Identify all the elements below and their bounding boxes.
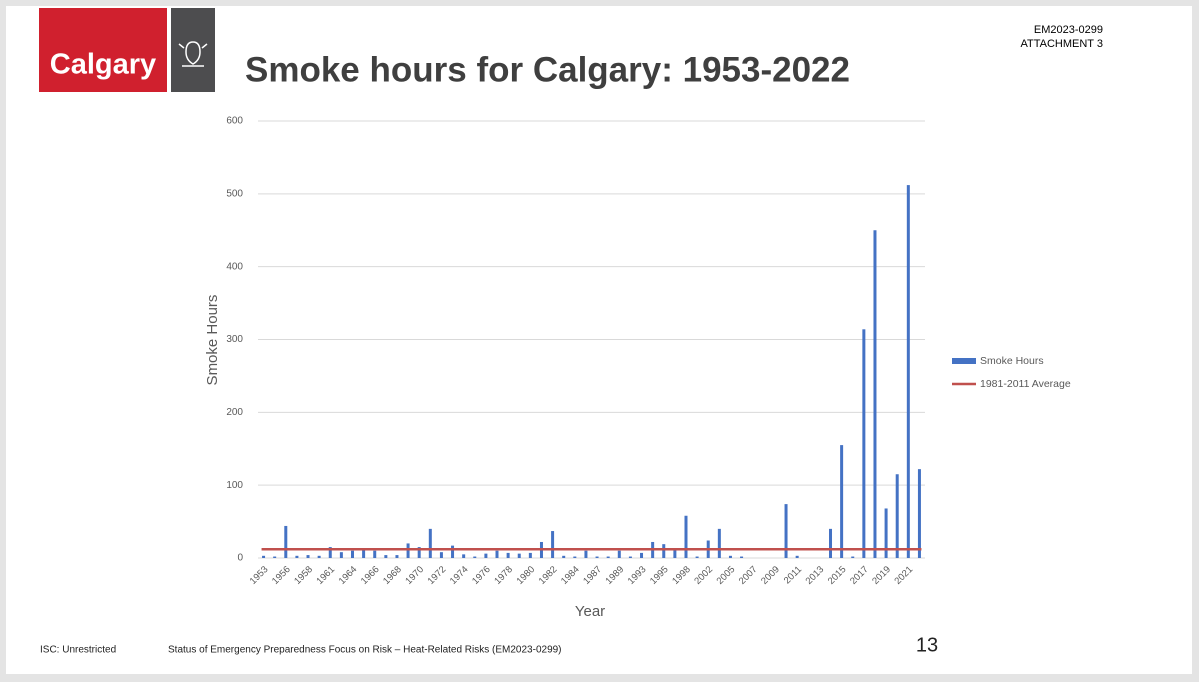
crest-box [171, 8, 215, 92]
bar [840, 445, 844, 558]
bar [373, 550, 377, 558]
bar [862, 329, 866, 558]
bar [851, 556, 855, 558]
bar [339, 552, 343, 558]
bar [506, 552, 510, 558]
bar [451, 545, 455, 558]
bar [417, 547, 421, 558]
bar [895, 474, 899, 558]
bar [328, 547, 332, 558]
bar [284, 525, 288, 558]
bar [684, 515, 688, 558]
bar [584, 550, 588, 558]
bar [617, 550, 621, 558]
crest [178, 41, 208, 67]
bar [640, 552, 644, 558]
bar [428, 528, 432, 558]
bar [362, 549, 366, 558]
bar [439, 552, 443, 558]
bar [628, 556, 632, 558]
bar [784, 504, 788, 558]
bar [906, 185, 910, 559]
legend-label: 1981-2011 Average [980, 378, 1071, 390]
bar [695, 556, 699, 558]
bar [606, 556, 610, 558]
y-axis-title: Smoke Hours [204, 295, 221, 386]
bar [495, 550, 499, 558]
y-tick-label: 500 [226, 188, 243, 199]
bar [273, 556, 277, 558]
bar [917, 469, 921, 558]
bar [573, 556, 577, 558]
y-tick-label: 200 [226, 407, 243, 418]
bar [462, 554, 466, 558]
bar [717, 528, 721, 558]
y-tick-label: 400 [226, 261, 243, 272]
bar [528, 552, 532, 558]
bar [562, 555, 566, 558]
classification: ISC: Unrestricted [40, 645, 116, 656]
bar [740, 556, 744, 558]
bar [595, 556, 599, 558]
bar [306, 555, 310, 558]
bar [395, 555, 399, 558]
y-tick-label: 100 [226, 480, 243, 491]
bar [406, 543, 410, 558]
y-tick-label: 0 [237, 553, 243, 564]
doc-id: EM2023-0299 [1034, 24, 1103, 36]
y-tick-label: 600 [226, 116, 243, 127]
page-number: 13 [916, 634, 938, 656]
bar [551, 531, 555, 558]
legend-label: Smoke Hours [980, 355, 1044, 367]
bar [795, 555, 799, 558]
footer-text: Status of Emergency Preparedness Focus o… [168, 645, 562, 656]
logo-box [39, 8, 167, 92]
bar [873, 230, 877, 558]
bar [884, 508, 888, 558]
bar [262, 555, 266, 558]
bar [317, 555, 321, 558]
chart-title: Smoke hours for Calgary: 1953-2022 [245, 50, 850, 89]
bar [673, 549, 677, 558]
y-tick-label: 300 [226, 334, 243, 345]
bar [829, 528, 833, 558]
bar [662, 544, 666, 558]
bar [384, 555, 388, 558]
legend-swatch [952, 358, 976, 364]
bar [728, 555, 732, 558]
bar [484, 553, 488, 558]
bar [350, 550, 354, 558]
bar [295, 555, 299, 558]
logo-text: Calgary [50, 49, 156, 81]
bar [517, 553, 521, 558]
bar [473, 556, 477, 558]
attachment: ATTACHMENT 3 [1020, 38, 1103, 50]
x-axis-title: Year [575, 603, 605, 620]
